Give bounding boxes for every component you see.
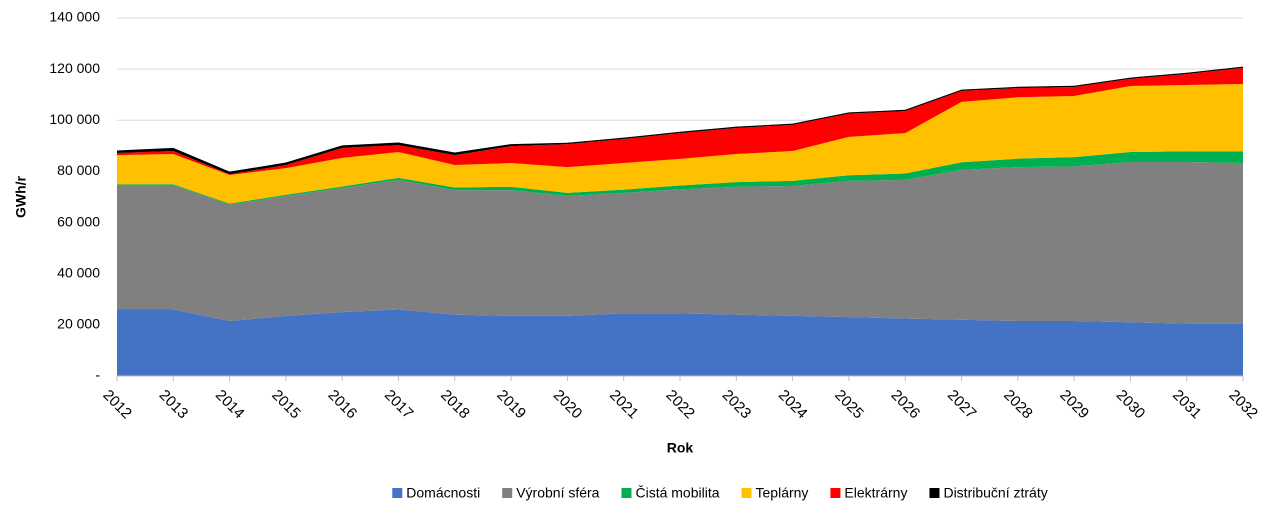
y-tick-label: 120 000 <box>49 60 100 76</box>
x-tick-label: 2018 <box>437 387 473 423</box>
x-tick-label: 2024 <box>775 387 811 423</box>
x-tick-label: 2015 <box>268 387 304 423</box>
x-tick-label: 2027 <box>944 387 980 423</box>
legend-label: Čistá mobilita <box>635 485 719 501</box>
y-tick-label: 100 000 <box>49 111 100 127</box>
legend-swatch <box>502 488 513 498</box>
x-tick-label: 2022 <box>662 387 698 423</box>
x-tick-label: 2028 <box>1000 387 1036 423</box>
y-tick-label: 80 000 <box>57 162 100 178</box>
area <box>117 67 1243 176</box>
legend-label: Domácnosti <box>406 485 480 501</box>
area <box>117 309 1243 376</box>
legend-swatch <box>741 488 752 498</box>
x-tick-label: 2029 <box>1056 387 1092 423</box>
legend-swatch <box>392 488 403 498</box>
x-tick-label: 2025 <box>831 387 867 423</box>
x-tick-label: 2026 <box>888 387 924 423</box>
x-tick-label: 2017 <box>381 387 417 423</box>
y-tick-label: 140 000 <box>49 9 100 25</box>
y-tick-label: 40 000 <box>57 264 100 280</box>
legend-label: Výrobní sféra <box>516 485 599 501</box>
x-tick-label: 2023 <box>719 387 755 423</box>
y-axis-label: GWh/r <box>13 175 29 218</box>
y-tick-label: - <box>95 367 100 383</box>
x-tick-label: 2030 <box>1113 387 1149 423</box>
y-tick-label: 20 000 <box>57 316 100 332</box>
legend-label: Distribuční ztráty <box>943 485 1047 501</box>
x-tick-label: 2013 <box>156 387 192 423</box>
x-tick-label: 2021 <box>606 387 642 423</box>
x-tick-label: 2019 <box>493 387 529 423</box>
legend-swatch <box>929 488 940 498</box>
area <box>117 151 1243 205</box>
area <box>117 161 1243 324</box>
legend-swatch <box>621 488 632 498</box>
x-tick-label: 2020 <box>550 387 586 423</box>
y-tick-label: 60 000 <box>57 213 100 229</box>
legend: Domácnosti Výrobní sféra Čistá mobilita Tep… <box>392 485 1048 501</box>
legend-swatch <box>830 488 841 498</box>
legend-label: Elektrárny <box>844 485 907 501</box>
area <box>117 83 1243 204</box>
x-tick-label: 2016 <box>325 387 361 423</box>
x-tick-label: 2014 <box>212 387 248 423</box>
x-tick-label: 2031 <box>1169 387 1205 423</box>
x-tick-label: 2012 <box>99 387 135 423</box>
x-axis-label: Rok <box>667 440 694 456</box>
x-tick-label: 2032 <box>1225 387 1261 423</box>
legend-label: Teplárny <box>756 485 809 501</box>
